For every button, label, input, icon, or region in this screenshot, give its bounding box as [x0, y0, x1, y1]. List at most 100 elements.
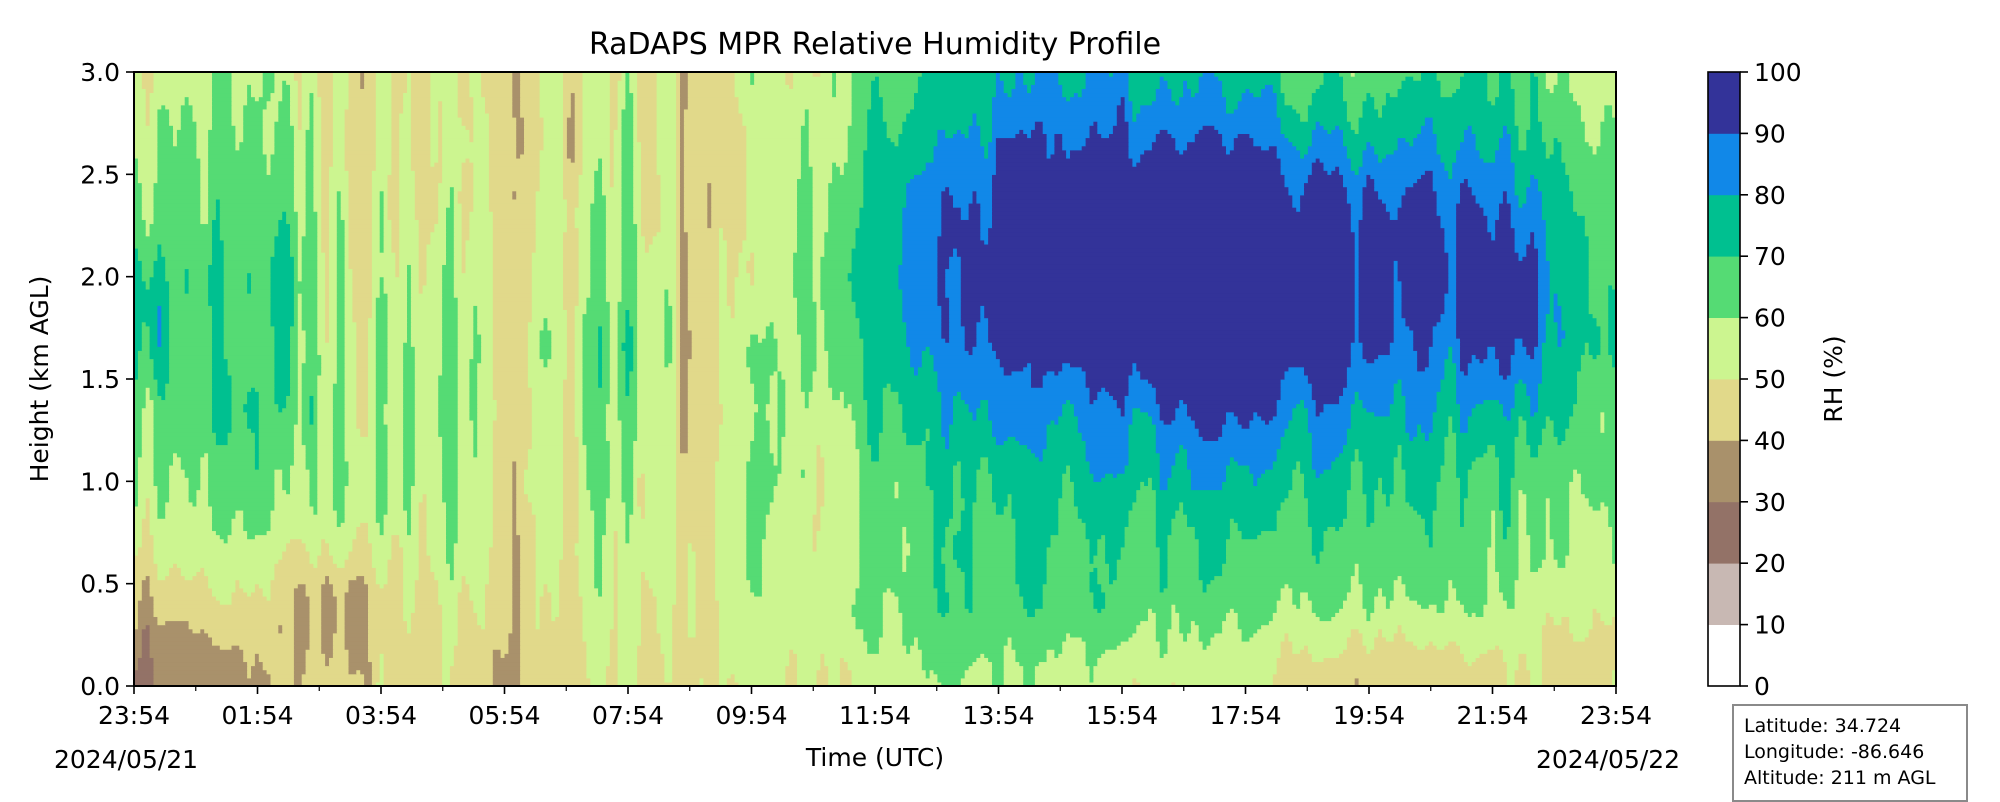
contour-cell: [1405, 473, 1442, 478]
contour-cell: [254, 661, 264, 667]
contour-cell: [898, 481, 927, 487]
contour-cell: [531, 501, 564, 507]
contour-cell: [1171, 469, 1192, 474]
contour-cell: [816, 497, 825, 503]
contour-cell: [633, 493, 638, 499]
contour-cell: [1011, 509, 1059, 515]
contour-cell: [477, 432, 494, 437]
contour-cell: [1124, 469, 1161, 474]
contour-cell: [208, 485, 275, 491]
contour-cell: [1284, 374, 1309, 380]
contour-cell: [375, 411, 385, 417]
contour-cell: [1538, 567, 1616, 572]
contour-cell: [1237, 415, 1254, 421]
contour-cell: [293, 677, 303, 683]
contour-cell: [594, 518, 607, 523]
contour-cell: [613, 530, 619, 536]
contour-cell: [512, 591, 521, 597]
contour-cell: [1350, 469, 1364, 474]
contour-cell: [321, 550, 330, 556]
contour-cell: [1023, 665, 1036, 671]
contour-cell: [134, 432, 143, 437]
contour-cell: [1456, 366, 1461, 372]
contour-cell: [368, 538, 392, 544]
contour-cell: [145, 497, 151, 503]
contour-cell: [1456, 374, 1504, 380]
contour-cell: [781, 440, 857, 446]
contour-cell: [332, 481, 350, 487]
contour-cell: [1159, 645, 1169, 650]
contour-cell: [293, 608, 311, 613]
contour-cell: [574, 374, 584, 380]
contour-cell: [449, 567, 455, 572]
contour-cell: [1311, 600, 1344, 605]
contour-cell: [605, 665, 619, 671]
contour-cell: [1545, 505, 1551, 511]
contour-cell: [134, 366, 139, 372]
contour-cell: [1132, 632, 1157, 638]
contour-cell: [609, 661, 619, 667]
contour-cell: [1229, 518, 1235, 523]
contour-cell: [492, 464, 513, 470]
contour-cell: [1413, 640, 1430, 646]
contour-cell: [1612, 542, 1616, 548]
contour-cell: [1467, 661, 1473, 667]
contour-cell: [1545, 501, 1551, 507]
contour-cell: [438, 379, 459, 384]
contour-cell: [1339, 399, 1356, 405]
contour-cell: [407, 514, 412, 519]
contour-cell: [301, 424, 318, 429]
contour-cell: [1132, 681, 1141, 686]
contour-cell: [360, 428, 369, 433]
contour-cell: [332, 456, 346, 462]
contour-cell: [266, 669, 295, 675]
contour-cell: [945, 571, 966, 577]
contour-cell: [492, 460, 513, 466]
contour-cell: [1003, 509, 1013, 515]
contour-cell: [812, 526, 821, 532]
contour-cell: [336, 600, 346, 605]
contour-cell: [1179, 505, 1184, 511]
contour-cell: [286, 399, 299, 405]
contour-cell: [625, 530, 630, 536]
contour-cell: [937, 600, 950, 605]
contour-cell: [1483, 604, 1508, 609]
contour-cell: [305, 587, 322, 593]
contour-cell: [1159, 587, 1165, 593]
contour-cell: [617, 411, 638, 417]
contour-cell: [1241, 636, 1250, 642]
contour-cell: [949, 440, 997, 446]
contour-cell: [270, 595, 295, 601]
contour-cell: [344, 370, 357, 376]
contour-cell: [457, 395, 470, 401]
contour-cell: [1487, 550, 1496, 556]
contour-cell: [1393, 632, 1406, 638]
contour-cell: [134, 522, 143, 527]
contour-cell: [297, 395, 303, 401]
contour-cell: [676, 538, 716, 544]
contour-cell: [1612, 616, 1616, 622]
contour-cell: [715, 567, 747, 572]
contour-cell: [1514, 681, 1531, 686]
contour-cell: [512, 534, 521, 540]
contour-cell: [309, 481, 318, 487]
contour-cell: [332, 432, 346, 437]
contour-cell: [410, 518, 420, 523]
contour-cell: [637, 489, 646, 495]
contour-cell: [134, 534, 143, 540]
contour-cell: [1109, 563, 1118, 568]
contour-cell: [356, 526, 369, 532]
contour-cell: [824, 501, 860, 507]
contour-cell: [321, 628, 338, 634]
contour-cell: [1015, 653, 1048, 658]
contour-cell: [1608, 509, 1616, 515]
contour-cell: [641, 571, 646, 577]
contour-cell: [414, 362, 443, 368]
contour-cell: [348, 550, 373, 556]
contour-cell: [594, 555, 603, 560]
contour-cell: [360, 432, 369, 437]
contour-cell: [637, 358, 665, 364]
contour-cell: [336, 620, 346, 626]
contour-cell: [321, 636, 334, 642]
contour-cell: [1046, 567, 1094, 572]
